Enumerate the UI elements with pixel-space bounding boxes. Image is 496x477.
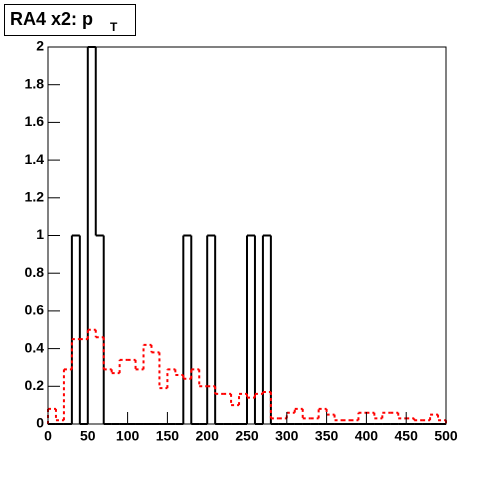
y-tick-label: 1.2 (25, 189, 45, 205)
y-tick-label: 0.2 (25, 377, 45, 393)
y-tick-label: 1.4 (25, 151, 45, 167)
x-tick-label: 500 (434, 428, 458, 444)
chart-title: RA4 x2: p (10, 9, 93, 29)
x-tick-label: 350 (315, 428, 339, 444)
chart-title-subscript: T (110, 20, 118, 34)
y-tick-label: 0 (36, 415, 44, 431)
x-tick-label: 150 (156, 428, 180, 444)
y-tick-label: 1 (36, 226, 44, 242)
y-tick-label: 1.8 (25, 75, 45, 91)
x-tick-label: 250 (235, 428, 259, 444)
y-tick-label: 1.6 (25, 113, 45, 129)
x-tick-label: 50 (80, 428, 96, 444)
y-tick-label: 0.4 (25, 339, 45, 355)
x-tick-label: 100 (116, 428, 140, 444)
x-tick-label: 450 (395, 428, 419, 444)
plot-border (47, 46, 447, 425)
x-tick-label: 300 (275, 428, 299, 444)
y-tick-label: 0.6 (25, 302, 45, 318)
x-tick-label: 0 (44, 428, 52, 444)
y-tick-label: 2 (36, 38, 44, 54)
title-box (4, 4, 136, 36)
y-tick-label: 0.8 (25, 264, 45, 280)
x-tick-label: 200 (196, 428, 220, 444)
x-tick-label: 400 (355, 428, 379, 444)
